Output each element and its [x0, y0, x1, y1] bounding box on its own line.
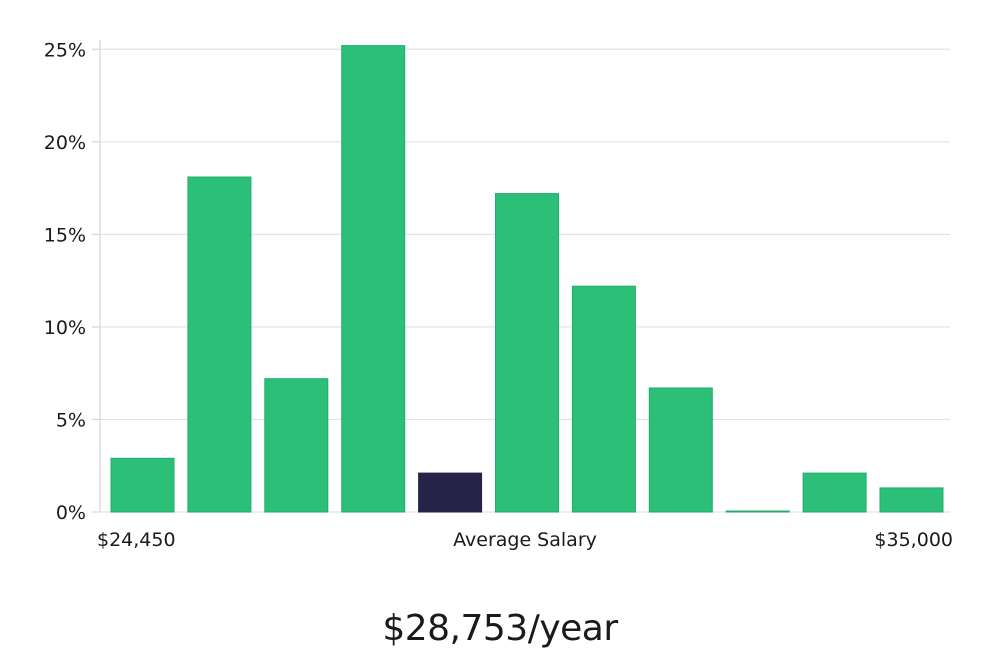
bar-6	[571, 285, 636, 513]
bar-10	[879, 487, 944, 513]
bars	[110, 45, 944, 513]
salary-histogram: 0% 5% 10% 15% 20% 25%	[44, 39, 950, 524]
y-tick-label: 5%	[56, 409, 86, 431]
bar-0	[110, 457, 175, 513]
bar-3	[341, 45, 406, 513]
bar-5	[495, 193, 559, 513]
bar-average-salary	[418, 472, 483, 513]
y-tick-label: 25%	[44, 39, 86, 61]
x-label-min-salary: $24,450	[97, 529, 176, 551]
average-salary-headline: $28,753/year	[382, 608, 618, 649]
y-tick-label: 10%	[44, 317, 86, 339]
bar-8	[725, 510, 790, 513]
bar-7	[648, 387, 713, 513]
y-tick-label: 20%	[44, 132, 86, 154]
x-label-max-salary: $35,000	[874, 529, 953, 551]
bar-1	[187, 176, 252, 513]
bar-9	[802, 472, 867, 513]
x-label-average-salary: Average Salary	[453, 529, 597, 551]
bar-2	[264, 378, 329, 513]
y-tick-labels: 0% 5% 10% 15% 20% 25%	[44, 39, 86, 524]
y-tick-label: 15%	[44, 224, 86, 246]
y-tick-label: 0%	[56, 502, 86, 524]
